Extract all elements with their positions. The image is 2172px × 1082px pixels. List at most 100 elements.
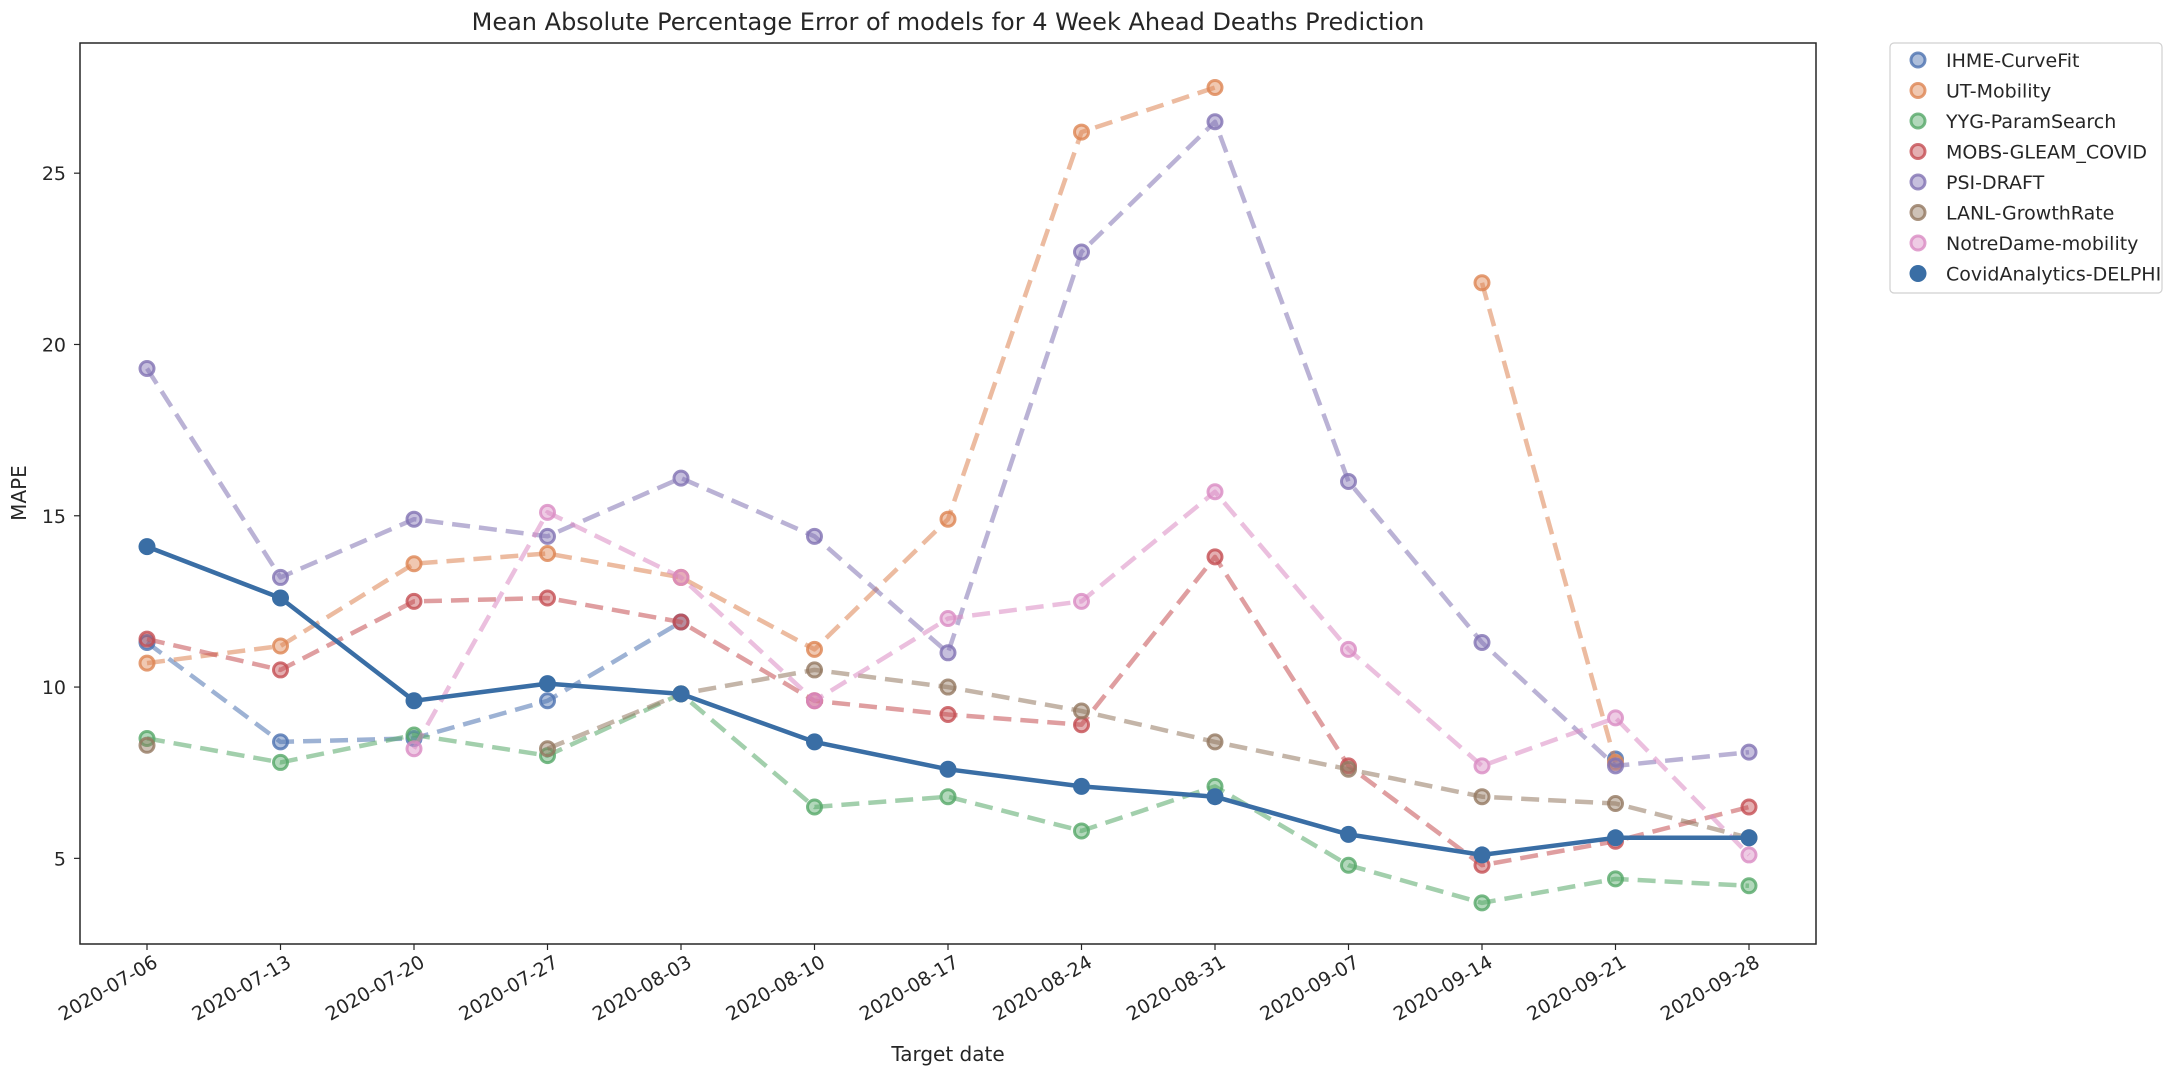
legend-label: MOBS-GLEAM_COVID bbox=[1946, 142, 2147, 164]
legend-marker bbox=[1909, 143, 1927, 160]
data-point bbox=[939, 644, 957, 662]
legend-marker bbox=[1909, 204, 1927, 221]
legend-marker bbox=[1909, 82, 1927, 99]
series-line bbox=[1479, 282, 1618, 764]
data-point bbox=[939, 678, 957, 696]
data-point bbox=[1073, 243, 1090, 261]
y-tick-label: 5 bbox=[54, 848, 66, 870]
legend-marker bbox=[1909, 265, 1927, 282]
x-tick-label: 2020-08-17 bbox=[856, 951, 963, 1025]
data-point bbox=[1073, 777, 1090, 795]
y-axis: 5 10 15 20 25 bbox=[42, 163, 80, 870]
data-point bbox=[939, 510, 957, 528]
data-point bbox=[806, 733, 823, 751]
data-point bbox=[272, 733, 289, 751]
data-point bbox=[672, 568, 690, 586]
x-tick-label: 2020-07-13 bbox=[188, 951, 295, 1025]
series-line bbox=[145, 620, 683, 745]
data-point bbox=[272, 568, 289, 586]
data-point bbox=[1740, 798, 1758, 816]
x-tick-label: 2020-09-14 bbox=[1390, 951, 1497, 1025]
data-point bbox=[1607, 870, 1624, 888]
data-point bbox=[1740, 743, 1758, 761]
y-axis-label: MAPE bbox=[7, 465, 31, 521]
data-point bbox=[1206, 483, 1224, 501]
data-point bbox=[1206, 733, 1224, 751]
data-point bbox=[272, 661, 289, 679]
legend-marker bbox=[1909, 234, 1927, 252]
data-point bbox=[1740, 877, 1758, 895]
data-point bbox=[672, 613, 690, 631]
data-point bbox=[272, 753, 289, 771]
series-line bbox=[145, 119, 1750, 769]
legend-label: PSI-DRAFT bbox=[1946, 172, 2045, 194]
data-point bbox=[1607, 829, 1624, 847]
data-point bbox=[1473, 894, 1491, 912]
data-point bbox=[539, 589, 556, 607]
data-point bbox=[1206, 548, 1224, 566]
legend-label: YYG-ParamSearch bbox=[1945, 111, 2116, 133]
data-point bbox=[939, 705, 957, 723]
data-point bbox=[539, 675, 556, 693]
x-axis-label: Target date bbox=[890, 1042, 1004, 1066]
data-point bbox=[539, 692, 556, 710]
data-point bbox=[806, 661, 823, 679]
data-point bbox=[1340, 640, 1357, 658]
data-point bbox=[806, 527, 823, 545]
series-line bbox=[146, 554, 1750, 868]
series-mobs-gleam-covid bbox=[138, 548, 1758, 874]
series-lanl-growthrate bbox=[138, 661, 1758, 847]
y-tick-label: 10 bbox=[42, 677, 66, 699]
data-point bbox=[405, 740, 423, 758]
data-point bbox=[1340, 856, 1357, 874]
series-line bbox=[412, 489, 1751, 857]
x-tick-label: 2020-08-24 bbox=[989, 951, 1096, 1025]
series-yyg-paramsearch bbox=[138, 685, 1758, 912]
data-point bbox=[1473, 634, 1491, 652]
data-point bbox=[1607, 757, 1624, 775]
data-point bbox=[806, 798, 823, 816]
x-tick-label: 2020-09-21 bbox=[1523, 951, 1630, 1025]
series-line bbox=[146, 544, 1749, 858]
y-tick-label: 25 bbox=[42, 163, 66, 185]
data-point bbox=[1340, 760, 1357, 778]
series-line bbox=[546, 667, 1750, 840]
chart-title: Mean Absolute Percentage Error of models… bbox=[472, 8, 1425, 36]
x-tick-label: 2020-07-20 bbox=[322, 951, 429, 1025]
series-line bbox=[146, 691, 1750, 906]
data-point bbox=[272, 589, 289, 607]
data-point bbox=[1206, 788, 1224, 806]
data-point bbox=[939, 610, 957, 628]
data-point bbox=[1073, 716, 1090, 734]
data-point bbox=[539, 544, 556, 562]
data-point bbox=[272, 637, 289, 655]
series-ut-mobility bbox=[138, 79, 1624, 771]
legend-label: NotreDame-mobility bbox=[1946, 233, 2138, 255]
data-point bbox=[806, 640, 823, 658]
legend-label: CovidAnalytics-DELPHI bbox=[1946, 264, 2161, 286]
x-axis: 2020-07-06 2020-07-13 2020-07-20 2020-07-27… bbox=[55, 944, 1764, 1026]
data-point bbox=[1473, 274, 1491, 292]
data-point bbox=[138, 359, 156, 377]
data-point bbox=[1607, 795, 1624, 813]
x-tick-label: 2020-08-10 bbox=[722, 951, 829, 1025]
data-point bbox=[806, 692, 823, 710]
data-point bbox=[1340, 825, 1357, 843]
data-point bbox=[1607, 709, 1624, 727]
series-layer bbox=[138, 79, 1758, 912]
data-point bbox=[405, 592, 423, 610]
legend-label: LANL-GrowthRate bbox=[1946, 203, 2114, 225]
x-tick-label: 2020-07-27 bbox=[455, 951, 562, 1025]
legend-label: IHME-CurveFit bbox=[1946, 50, 2079, 72]
data-point bbox=[939, 788, 957, 806]
legend: IHME-CurveFit UT-Mobility YYG-ParamSearch M… bbox=[1889, 42, 2163, 294]
legend-label: UT-Mobility bbox=[1946, 81, 2051, 103]
data-point bbox=[1473, 846, 1491, 864]
data-point bbox=[1473, 757, 1491, 775]
x-tick-label: 2020-08-03 bbox=[589, 951, 696, 1025]
data-point bbox=[1073, 702, 1090, 720]
x-tick-label: 2020-09-28 bbox=[1657, 951, 1764, 1025]
y-tick-label: 20 bbox=[42, 334, 66, 356]
data-point bbox=[672, 685, 690, 703]
